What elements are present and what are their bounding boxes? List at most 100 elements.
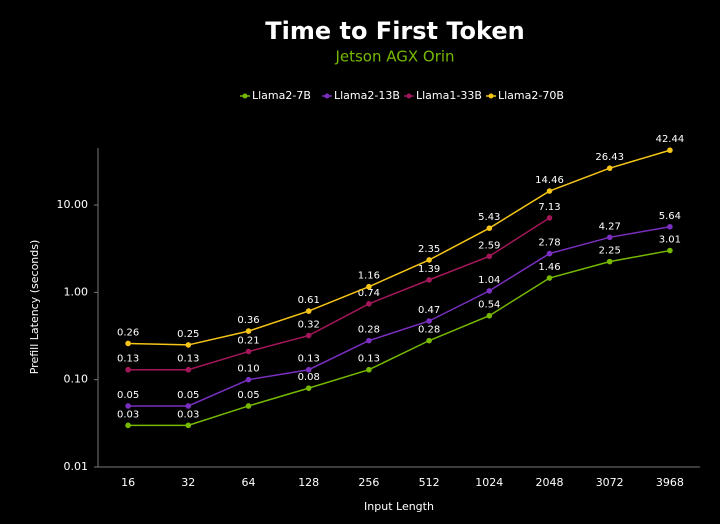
data-label: 2.59: [478, 240, 500, 251]
data-label: 0.25: [177, 329, 199, 340]
data-point: [366, 283, 372, 290]
data-label: 0.03: [117, 409, 139, 420]
data-label: 2.35: [418, 244, 440, 255]
data-label: 0.32: [298, 320, 320, 331]
data-label: 0.13: [117, 354, 139, 365]
data-point: [486, 288, 493, 294]
data-label: 14.46: [535, 175, 564, 186]
data-point: [546, 250, 553, 257]
data-label: 0.28: [358, 325, 380, 336]
chart-subtitle: Jetson AGX Orin: [334, 48, 454, 66]
data-point: [185, 422, 192, 429]
legend-label: Llama2-13B: [334, 89, 400, 102]
x-tick-label: 16: [121, 476, 135, 489]
legend-label: Llama2-70B: [498, 89, 564, 102]
data-label: 0.36: [237, 315, 259, 326]
data-label: 1.39: [418, 264, 440, 275]
series-line: [128, 249, 671, 427]
data-label: 0.54: [478, 300, 500, 311]
data-point: [305, 385, 312, 391]
data-label: 0.21: [237, 336, 259, 347]
data-point: [245, 328, 252, 334]
data-point: [305, 308, 312, 314]
data-point: [366, 337, 372, 344]
data-label: 0.08: [298, 372, 320, 383]
legend-marker: [242, 93, 248, 99]
data-label: 0.61: [298, 295, 320, 306]
data-label: 4.27: [599, 221, 621, 232]
data-point: [667, 223, 673, 230]
data-point: [546, 188, 553, 194]
data-point: [546, 275, 553, 281]
data-point: [305, 332, 312, 339]
data-point: [606, 165, 613, 171]
data-point: [606, 258, 613, 265]
data-point: [125, 366, 131, 373]
data-point: [426, 337, 432, 344]
series-line: [128, 217, 550, 371]
data-point: [667, 247, 673, 254]
data-point: [426, 318, 432, 324]
data-point: [486, 312, 493, 319]
data-label: 1.04: [478, 275, 500, 286]
y-tick-label: 10.00: [57, 198, 89, 211]
data-point: [245, 403, 252, 409]
data-point: [185, 342, 192, 348]
data-point: [426, 257, 432, 263]
x-tick-label: 512: [419, 476, 440, 489]
data-point: [125, 422, 131, 429]
data-point: [185, 366, 192, 373]
x-tick-label: 3968: [656, 476, 684, 489]
data-point: [125, 340, 131, 347]
data-label: 0.47: [418, 305, 440, 316]
data-label: 0.74: [358, 288, 380, 299]
data-label: 26.43: [595, 152, 624, 163]
data-point: [546, 215, 553, 221]
legend-marker: [488, 93, 494, 99]
x-tick-label: 128: [298, 476, 319, 489]
data-label: 5.43: [478, 212, 500, 223]
data-point: [125, 403, 131, 409]
x-tick-label: 64: [242, 476, 256, 489]
data-label: 3.01: [659, 235, 681, 246]
data-label: 0.10: [237, 364, 259, 375]
data-label: 0.03: [177, 409, 199, 420]
y-tick-label: 1.00: [64, 285, 89, 298]
data-point: [366, 366, 372, 373]
x-tick-label: 32: [181, 476, 195, 489]
y-axis-label: Prefill Latency (seconds): [28, 240, 41, 375]
data-label: 0.05: [177, 390, 199, 401]
data-point: [667, 147, 673, 154]
data-label: 0.13: [358, 354, 380, 365]
data-label: 5.64: [659, 211, 681, 222]
data-label: 0.28: [418, 325, 440, 336]
data-point: [606, 234, 613, 241]
data-point: [245, 376, 252, 383]
data-point: [305, 366, 312, 373]
legend-marker: [324, 93, 330, 99]
data-point: [245, 348, 252, 355]
series-line: [128, 149, 671, 346]
x-tick-label: 2048: [536, 476, 564, 489]
data-label: 0.05: [117, 390, 139, 401]
data-point: [366, 300, 372, 307]
data-label: 0.13: [298, 354, 320, 365]
chart-title: Time to First Token: [265, 17, 524, 45]
legend-marker: [406, 93, 412, 99]
legend-label: Llama2-7B: [252, 89, 311, 102]
x-tick-label: 256: [358, 476, 379, 489]
y-tick-label: 0.10: [64, 373, 89, 386]
data-label: 1.46: [538, 262, 560, 273]
data-point: [486, 253, 493, 260]
x-axis-label: Input Length: [364, 500, 434, 513]
data-label: 42.44: [656, 134, 685, 145]
series-line: [128, 226, 671, 407]
data-label: 1.16: [358, 271, 380, 282]
data-point: [426, 277, 432, 283]
data-label: 0.13: [177, 354, 199, 365]
legend-label: Llama1-33B: [416, 89, 482, 102]
data-label: 0.26: [117, 327, 139, 338]
data-label: 7.13: [538, 202, 560, 213]
data-label: 2.25: [599, 246, 621, 257]
